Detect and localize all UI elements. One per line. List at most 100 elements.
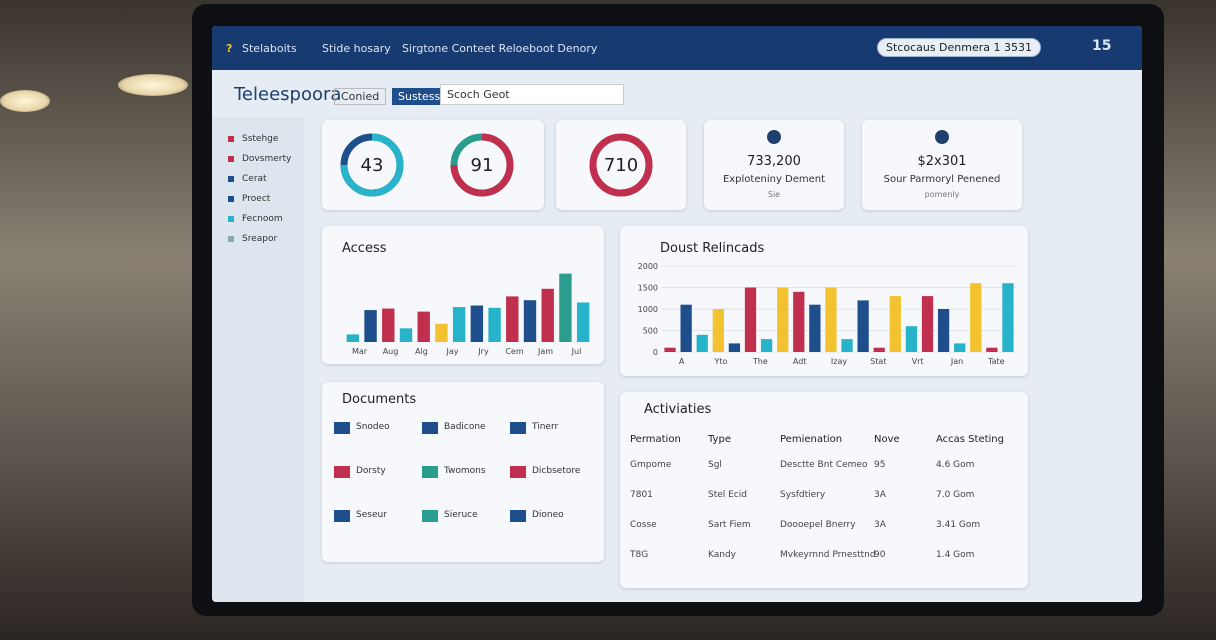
bar: [873, 347, 885, 352]
gauge-arc: [340, 133, 404, 197]
table-cell: Mvkeyrnnd Prnesttnd: [780, 550, 876, 560]
bar: [825, 287, 837, 352]
doc-name[interactable]: Dorsty: [356, 466, 386, 476]
x-tick-label: Stat: [870, 357, 886, 366]
doc-icon: [422, 466, 438, 478]
nav-item[interactable]: Stide hosary: [322, 42, 391, 55]
table-cell: Sgl: [708, 460, 722, 470]
bar: [841, 339, 853, 352]
sidebar-item[interactable]: Cerat: [242, 174, 267, 184]
doc-name[interactable]: Badicone: [444, 422, 486, 432]
doc-icon: [510, 510, 526, 522]
search[interactable]: Stcocaus Denmera 1 3531: [877, 38, 1042, 57]
bar: [728, 343, 741, 352]
stat-label: Exploteniny Dement: [722, 174, 826, 185]
sidebar-item[interactable]: Dovsmerty: [242, 154, 292, 164]
x-tick-label: Aug: [383, 347, 399, 356]
doc-icon: [334, 510, 350, 522]
bar: [857, 300, 869, 352]
bar: [506, 296, 519, 342]
bar: [576, 302, 590, 342]
brand-title: Teleespoora: [234, 84, 342, 105]
access-chart: Access Mar Aug Alg Jay Jry Cem Jam Jul: [342, 241, 590, 356]
tab[interactable]: Sustess: [392, 88, 447, 105]
table-cell: Stel Ecid: [708, 490, 747, 500]
sidebar-item[interactable]: Sstehge: [242, 134, 279, 144]
sidebar-icon: [228, 156, 234, 162]
bar: [744, 287, 757, 352]
gauge: 91: [450, 133, 514, 197]
table-cell: 4.6 Gom: [936, 460, 975, 470]
doc-icon: [334, 422, 350, 434]
table-cell: Sysfdtiery: [780, 490, 826, 500]
activities-card: Activiaties Permation Type Pemienation Nove A…: [620, 392, 1028, 588]
table-cell: Desctte Bnt Cemeo: [780, 460, 868, 470]
bar: [559, 273, 572, 342]
gauge-arc: [589, 133, 653, 197]
doc-name[interactable]: Twomons: [444, 466, 486, 476]
stat-label: Sour Parmoryl Penened: [883, 174, 1001, 185]
y-tick-label: 500: [643, 327, 658, 336]
bar: [680, 304, 692, 352]
filter[interactable]: Scoch Geot: [440, 84, 624, 105]
doc-name[interactable]: Dicbsetore: [532, 466, 581, 476]
nav-item[interactable]: Sirgtone Conteet Reloeboot Denory: [402, 42, 598, 55]
doc-name[interactable]: Dioneo: [532, 510, 564, 520]
column-header: Permation: [630, 434, 681, 445]
sidebar-item[interactable]: Sreapor: [242, 234, 278, 244]
column-header: Accas Steting: [936, 434, 1004, 445]
x-tick-label: Mar: [352, 347, 368, 356]
bar: [921, 296, 934, 352]
gauge-value: 710: [604, 155, 638, 176]
bar: [523, 300, 537, 342]
stat-value: $2x301: [917, 154, 967, 169]
table-cell: 3A: [874, 520, 886, 530]
stat-card: $2x301 Sour Parmoryl Penened pomenly: [862, 120, 1022, 210]
table-cell: 1.4 Gom: [936, 550, 975, 560]
sidebar: Sstehge Dovsmerty Cerat Proect Fecnoom Sreapo…: [212, 118, 304, 602]
stat-icon: [767, 130, 781, 144]
bar: [760, 339, 773, 352]
doc-name[interactable]: Tinerr: [532, 422, 559, 432]
bar: [470, 305, 484, 342]
doc-name[interactable]: Snodeo: [356, 422, 390, 432]
sidebar-item[interactable]: Proect: [242, 194, 271, 204]
bar: [435, 323, 448, 342]
x-tick-label: Tate: [987, 357, 1005, 366]
column-header: Pemienation: [780, 434, 843, 445]
bar: [905, 326, 918, 352]
doc-name[interactable]: Seseur: [356, 510, 387, 520]
records-chart: Doust Relincads 0 500 1000 1500 2000 A Yto The Ad…: [638, 241, 1016, 366]
sidebar-item[interactable]: Fecnoom: [242, 214, 283, 224]
x-tick-label: Izay: [831, 357, 847, 366]
doc-name[interactable]: Sieruce: [444, 510, 478, 520]
bar: [488, 307, 501, 342]
x-tick-label: Adt: [793, 357, 807, 366]
bar: [382, 308, 395, 342]
nav-item[interactable]: Stelaboits: [242, 42, 297, 55]
screen: ? Stelaboits Stide hosary Sirgtone Conte…: [212, 26, 1142, 602]
lamp: [0, 90, 50, 112]
lamp: [118, 74, 188, 96]
table-cell: 3A: [874, 490, 886, 500]
stat-sub: Sie: [767, 190, 781, 199]
badge: 15: [1092, 38, 1112, 54]
table-cell: Cosse: [630, 520, 657, 530]
x-tick-label: Jry: [477, 347, 489, 356]
table-cell: T8G: [630, 550, 649, 560]
documents-card: Documents Snodeo Badicone Tinerr Dorsty Twomo…: [322, 382, 604, 562]
chart-card: Doust Relincads 0 500 1000 1500 2000 A Yto The Ad…: [620, 226, 1028, 376]
bar: [399, 328, 413, 342]
doc-icon: [422, 422, 438, 434]
stat-icon: [935, 130, 949, 144]
bar: [346, 334, 360, 342]
bar: [809, 304, 821, 352]
x-tick-label: A: [679, 357, 685, 366]
gauge-value: 91: [471, 155, 494, 176]
table-cell: 3.41 Gom: [936, 520, 981, 530]
tab[interactable]: Conied: [334, 88, 387, 105]
x-tick-label: Jay: [446, 347, 459, 356]
stat-value: 733,200: [747, 154, 801, 169]
doc-icon: [334, 466, 350, 478]
